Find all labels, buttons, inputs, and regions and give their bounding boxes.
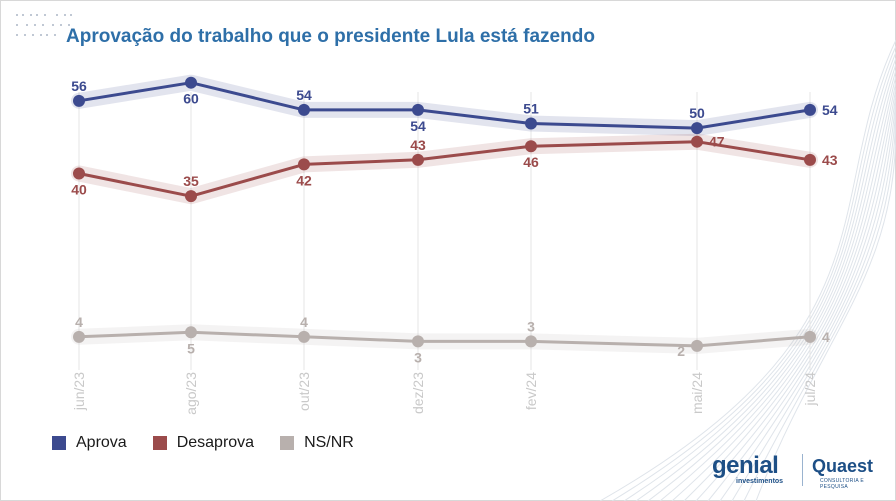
data-label: 46 <box>523 154 539 170</box>
legend-item-desaprova: Desaprova <box>152 434 255 452</box>
sponsor-logos: genial investimentos Quaest CONSULTORIA … <box>712 452 884 492</box>
data-point <box>804 153 816 166</box>
data-label: 43 <box>410 137 426 153</box>
logo-separator <box>802 454 803 486</box>
data-label: 43 <box>822 152 838 168</box>
data-point <box>691 339 703 352</box>
decorative-wave-line <box>623 51 896 501</box>
data-label: 56 <box>71 78 87 94</box>
data-label: 54 <box>822 102 838 118</box>
data-point <box>804 103 816 116</box>
data-point <box>185 76 197 89</box>
decorative-dot-grid <box>16 14 72 36</box>
data-point <box>525 335 537 348</box>
genial-logo: genial <box>712 452 779 479</box>
data-point <box>298 330 310 343</box>
decorative-wave-line <box>611 45 896 501</box>
decorative-wave-line <box>707 93 896 501</box>
data-point <box>73 94 85 107</box>
data-point <box>185 190 197 203</box>
quaest-logo: Quaest <box>812 456 874 476</box>
data-point <box>298 103 310 116</box>
line-chart: jun/23 ago/23 out/23 dez/23 fev/24 mai/24 jul/… <box>71 74 838 415</box>
data-point <box>691 135 703 148</box>
decorative-wave-line <box>635 57 896 501</box>
data-point <box>73 167 85 180</box>
data-label: 4 <box>75 314 83 330</box>
data-label: 54 <box>410 118 426 134</box>
data-point <box>412 153 424 166</box>
data-label: 50 <box>689 105 705 121</box>
data-label: 2 <box>677 343 685 359</box>
data-point <box>804 330 816 343</box>
data-label: 42 <box>296 172 312 188</box>
x-tick-label: jun/23 <box>71 372 87 411</box>
data-point <box>298 158 310 171</box>
legend-label-aprova: Aprova <box>76 434 127 451</box>
data-label: 3 <box>527 318 535 334</box>
genial-logo-subtitle: investimentos <box>736 478 784 485</box>
data-point <box>73 330 85 343</box>
data-label: 40 <box>71 181 87 197</box>
legend-item-aprova: Aprova <box>52 434 127 452</box>
data-label: 51 <box>523 101 539 117</box>
decorative-wave-line <box>695 87 896 501</box>
legend-swatch-nsnr <box>280 436 295 450</box>
decorative-wave-line <box>683 81 896 501</box>
data-point <box>525 140 537 153</box>
x-tick-label: out/23 <box>296 372 312 411</box>
data-label: 60 <box>183 91 199 107</box>
decorative-wave-line <box>719 99 896 501</box>
decorative-wave-line <box>599 39 896 501</box>
data-point <box>412 335 424 348</box>
decorative-wave-line <box>731 105 896 501</box>
legend-swatch-aprova <box>52 436 66 450</box>
data-point <box>691 122 703 135</box>
legend-label-nsnr: NS/NR <box>304 434 354 451</box>
decorative-wave-line <box>671 75 896 501</box>
data-label: 4 <box>300 314 308 330</box>
legend-label-desaprova: Desaprova <box>176 434 255 451</box>
data-label: 35 <box>183 173 199 189</box>
decorative-wave-line <box>743 111 896 501</box>
data-label: 4 <box>822 329 830 345</box>
chart-legend: Aprova Desaprova NS/NR <box>52 434 354 452</box>
data-point <box>185 326 197 339</box>
legend-item-nsnr: NS/NR <box>280 434 354 452</box>
x-tick-label: ago/23 <box>183 372 199 415</box>
data-point <box>525 117 537 130</box>
data-label: 47 <box>709 134 725 150</box>
chart-title: Aprovação do trabalho que o presidente L… <box>66 26 595 47</box>
data-label: 3 <box>414 349 422 365</box>
x-tick-label: jul/24 <box>802 372 818 407</box>
decorative-wave-line <box>755 118 896 501</box>
legend-swatch-desaprova <box>152 436 167 450</box>
quaest-logo-subtitle: CONSULTORIA E PESQUISA <box>820 478 865 490</box>
decorative-wave-line <box>647 63 896 501</box>
x-tick-label: fev/24 <box>523 372 539 410</box>
data-label: 54 <box>296 87 312 103</box>
data-point <box>412 103 424 116</box>
x-tick-label: mai/24 <box>689 372 705 414</box>
data-label: 5 <box>187 340 195 356</box>
decorative-wave-line <box>659 69 896 501</box>
x-tick-label: dez/23 <box>410 372 426 414</box>
